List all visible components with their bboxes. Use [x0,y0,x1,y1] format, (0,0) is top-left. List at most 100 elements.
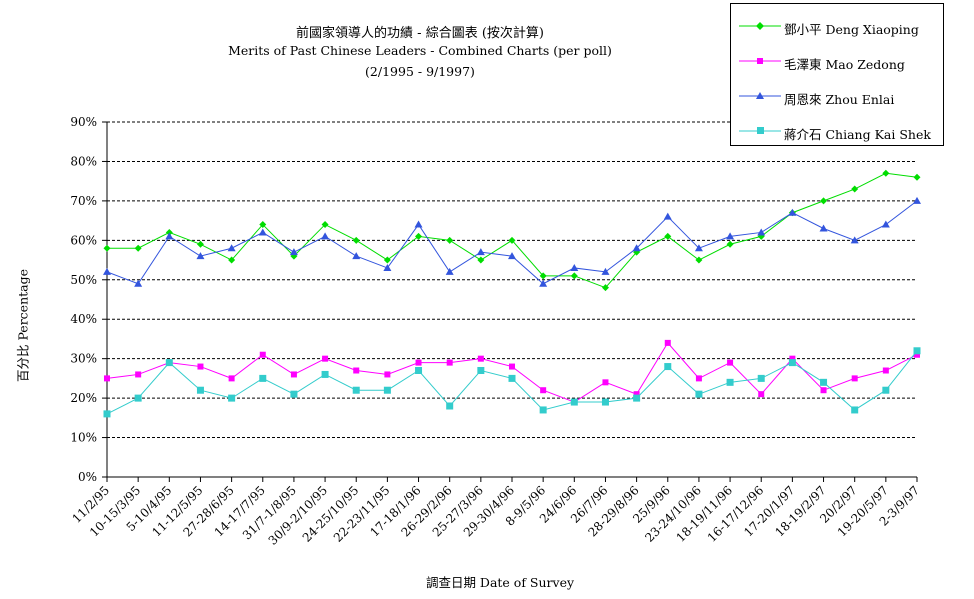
data-point [259,374,267,382]
y-tick-label: 80% [70,154,97,168]
data-point [353,367,360,374]
data-point [727,359,734,366]
data-point [196,252,205,260]
data-point [321,221,329,229]
data-point [228,256,236,264]
data-point [882,169,890,177]
data-point [104,375,110,382]
legend-item-mao: 毛澤東 Mao Zedong [731,51,943,73]
data-point [820,387,827,394]
legend-marker-chiang [739,127,781,134]
data-point [290,390,298,398]
data-point [165,359,173,367]
data-point [258,228,267,236]
data-point [601,398,609,406]
data-point [664,363,672,371]
data-point [820,197,828,205]
data-point [851,375,858,382]
data-point [882,386,890,394]
data-point [508,236,516,244]
legend-marker-deng [739,22,781,30]
data-point [570,272,578,280]
data-point [384,371,391,378]
data-point [134,244,142,252]
legend-label-deng: 鄧小平 Deng Xiaoping [784,22,919,37]
legend-item-deng: 鄧小平 Deng Xiaoping [731,16,943,38]
data-point [570,263,579,271]
chart-title: 前國家領導人的功績 - 綜合圖表 (按次計算) [296,26,544,41]
data-point [508,374,516,382]
legend-label-mao: 毛澤東 Mao Zedong [784,57,905,72]
y-axis-label: 百分比 Percentage [15,268,31,383]
data-point [383,386,391,394]
data-point [913,347,921,355]
data-point [757,228,766,236]
y-tick-label: 60% [70,233,97,247]
data-point [228,375,235,382]
data-point [227,244,236,252]
data-point [757,374,765,382]
y-tick-label: 20% [70,391,97,405]
data-point [726,240,734,248]
data-point [913,173,921,181]
data-point [165,232,174,240]
data-point [881,220,890,228]
y-tick-label: 90% [70,115,97,129]
data-point [134,279,143,287]
data-point [570,398,578,406]
chart-subtitle: Merits of Past Chinese Leaders - Combine… [228,43,612,58]
data-point [633,394,641,402]
data-point [819,224,828,232]
data-point [601,267,610,275]
data-point [103,267,111,275]
data-point [289,248,298,256]
y-tick-label: 40% [70,312,97,326]
data-point [103,244,111,252]
y-tick-label: 10% [70,431,97,445]
data-point [820,378,828,386]
data-point [850,236,859,244]
data-point [663,212,672,220]
series-line-0 [107,172,918,289]
data-point [758,391,765,398]
data-point [602,379,609,386]
data-point [322,355,329,362]
data-point [726,232,735,240]
data-point [352,252,361,260]
data-point [633,391,640,398]
data-point [321,232,330,240]
legend-marker-mao [739,58,781,64]
data-point [913,196,921,204]
data-point [664,232,672,240]
data-point [882,367,889,374]
data-point [383,256,391,264]
data-point [196,386,204,394]
data-point [415,359,422,366]
data-point [476,248,485,256]
data-point [196,240,204,248]
data-point [197,363,204,370]
data-point [695,390,703,398]
y-tick-label: 50% [70,273,97,287]
data-point [445,267,454,275]
y-tick-label: 70% [70,194,97,208]
data-point [601,284,609,292]
data-point [694,244,703,252]
data-point [414,220,423,228]
data-point [477,256,485,264]
chart-period: (2/1995 - 9/1997) [365,64,475,79]
data-point [228,394,236,402]
data-point [664,339,671,346]
data-point [103,410,111,418]
data-point [290,371,297,378]
data-point [446,359,453,366]
data-point [695,256,703,264]
data-point [539,272,547,280]
data-point [477,355,484,362]
data-point [134,394,142,402]
legend-item-zhou: 周恩來 Zhou Enlai [731,86,943,108]
data-point [259,221,267,229]
data-point [446,236,454,244]
data-point [259,351,266,358]
